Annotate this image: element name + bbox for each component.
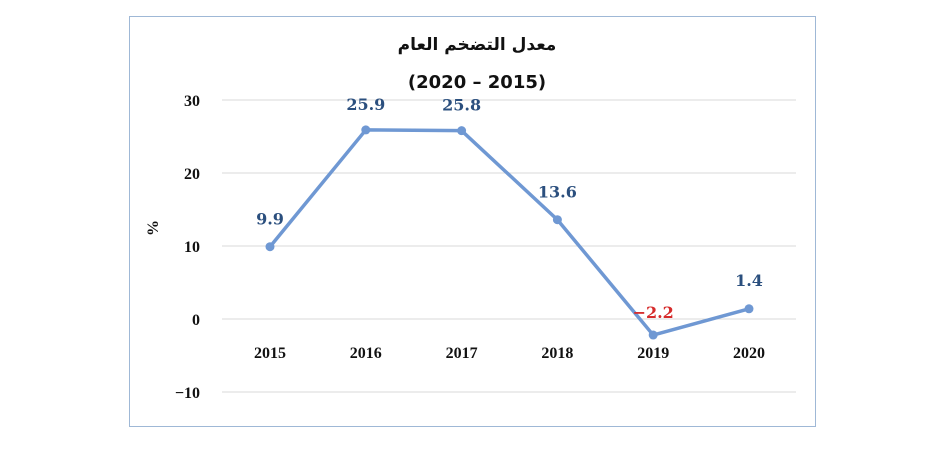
data-point — [648, 330, 658, 340]
data-label: 13.6 — [538, 183, 577, 202]
x-tick-label: 2020 — [733, 345, 765, 362]
data-point — [552, 215, 562, 225]
data-label: 25.8 — [442, 96, 481, 115]
data-label: 9.9 — [256, 210, 284, 229]
x-tick-label: 2015 — [254, 345, 286, 362]
data-point — [265, 242, 275, 252]
x-tick-label: 2018 — [541, 345, 573, 362]
chart-title: معدل التضخم العام — [398, 35, 557, 55]
data-point — [457, 126, 467, 136]
x-tick-label: 2019 — [637, 345, 669, 362]
y-tick-label: −10 — [175, 385, 200, 402]
data-label: 1.4 — [735, 271, 763, 290]
chart-frame — [129, 16, 816, 427]
x-tick-label: 2017 — [446, 345, 478, 362]
y-tick-label: 20 — [184, 166, 200, 183]
data-label: 25.9 — [346, 95, 385, 114]
data-point — [361, 125, 371, 135]
y-tick-label: 0 — [192, 312, 200, 329]
data-point — [744, 304, 754, 314]
chart-subtitle: (2020 – 2015) — [408, 72, 546, 93]
series-line — [268, 128, 750, 337]
y-tick-label: 10 — [184, 239, 200, 256]
x-tick-label: 2016 — [350, 345, 382, 362]
y-axis-label: % — [145, 220, 162, 236]
y-tick-label: 30 — [184, 93, 200, 110]
data-label: −2.2 — [633, 303, 674, 322]
